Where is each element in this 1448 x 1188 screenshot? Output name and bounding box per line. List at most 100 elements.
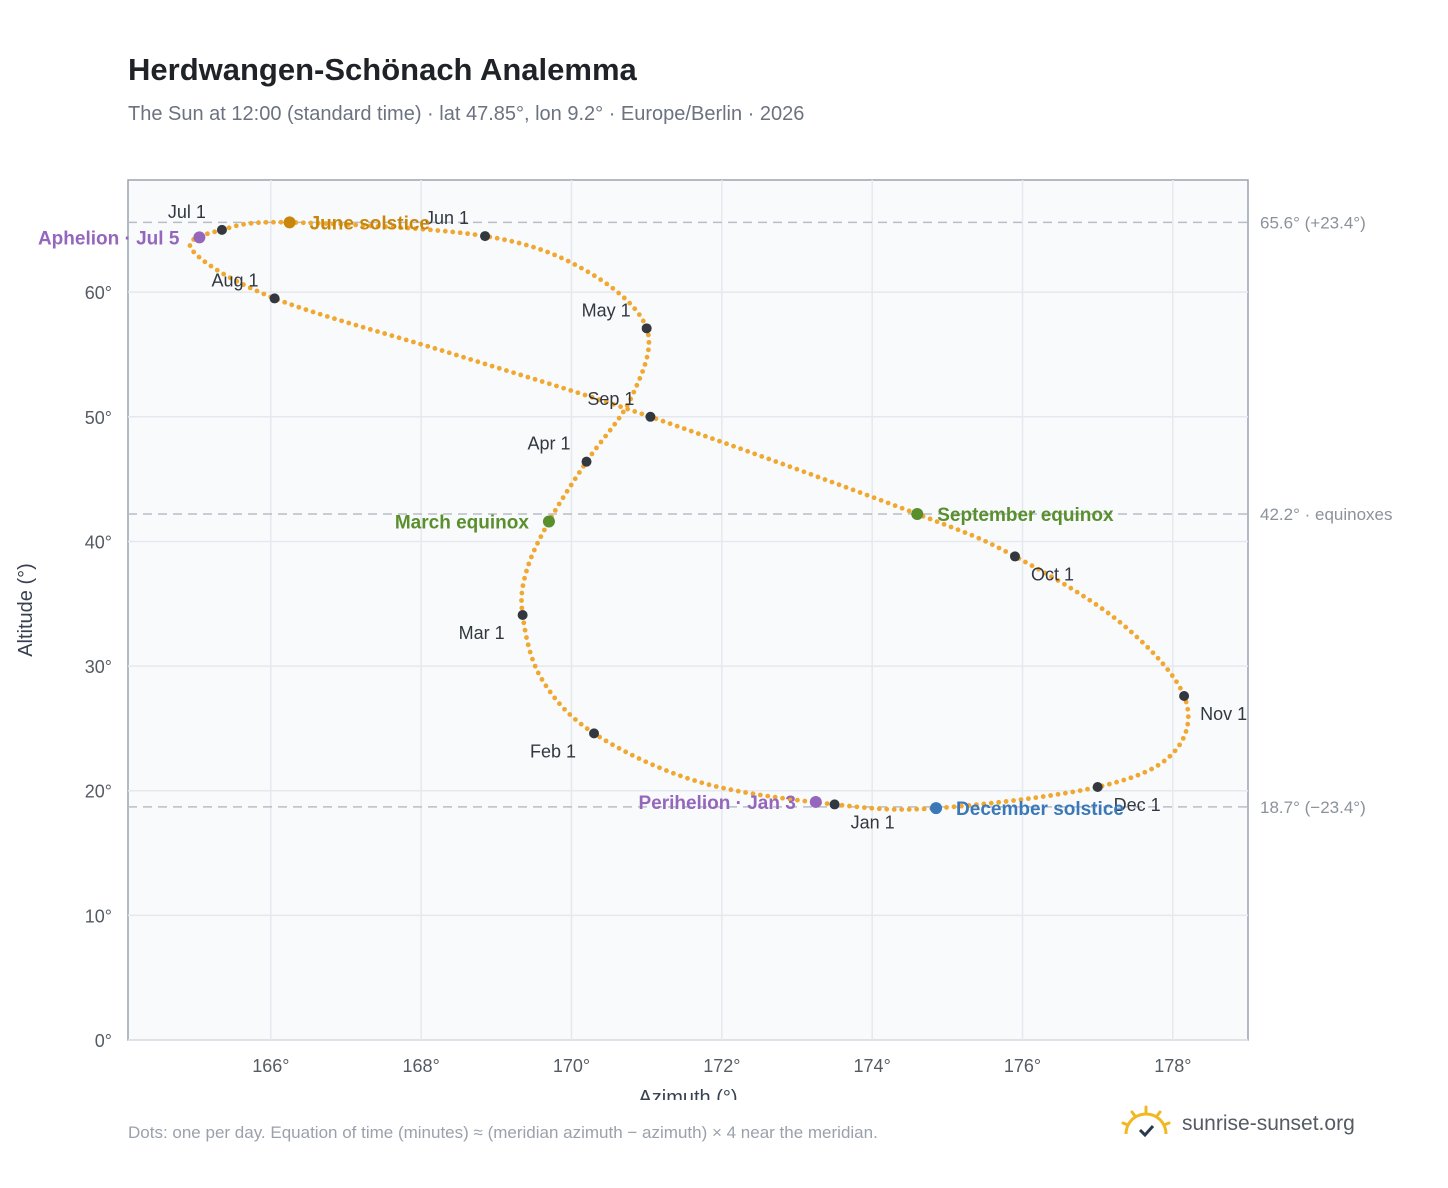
daily-dot [743, 790, 748, 795]
daily-dot [721, 785, 726, 791]
daily-dot [572, 262, 578, 267]
daily-dot [1003, 549, 1009, 554]
daily-dot [710, 436, 715, 442]
daily-dot [303, 307, 309, 313]
daily-dot [625, 406, 631, 412]
daily-dot [996, 799, 1002, 805]
daily-dot [546, 381, 552, 387]
month-label: Jan 1 [851, 812, 895, 832]
daily-dot [644, 354, 650, 360]
daily-dot [557, 701, 562, 707]
daily-dot [948, 524, 954, 530]
daily-dot [685, 775, 690, 781]
daily-dot [983, 538, 988, 544]
daily-dot [1172, 748, 1178, 754]
special-point-marker [542, 515, 555, 528]
daily-dot [289, 302, 295, 308]
daily-dot [233, 223, 239, 229]
daily-dot [1077, 788, 1083, 793]
daily-dot [745, 448, 751, 454]
daily-dot [1048, 793, 1054, 798]
daily-dot [453, 352, 459, 358]
month-marker [517, 609, 528, 620]
daily-dot [1018, 797, 1024, 803]
special-point-marker [193, 231, 206, 244]
daily-dot [202, 259, 208, 265]
month-label: Nov 1 [1200, 704, 1247, 724]
reference-line-label: 18.7° (−23.4°) [1260, 798, 1366, 817]
daily-dot [643, 759, 649, 765]
daily-dot [899, 505, 905, 511]
y-tick-label: 40° [85, 532, 112, 552]
daily-dot [976, 535, 982, 541]
daily-dot [1049, 574, 1054, 580]
daily-dot [382, 331, 388, 336]
daily-dot [439, 348, 445, 353]
daily-dot [857, 490, 863, 495]
daily-dot [420, 226, 426, 232]
daily-dot [531, 244, 536, 250]
month-marker [1092, 781, 1103, 792]
daily-dot [864, 492, 870, 498]
daily-dot [632, 409, 638, 414]
y-tick-label: 10° [85, 906, 112, 926]
special-point-label: June solstice [310, 213, 430, 234]
daily-dot [780, 461, 786, 467]
daily-dot [1128, 775, 1134, 781]
daily-dot [282, 299, 288, 305]
daily-dot [519, 590, 525, 596]
daily-dot [432, 346, 438, 351]
daily-dot [413, 226, 418, 232]
daily-dot [450, 229, 456, 235]
daily-dot [565, 258, 571, 264]
special-point-marker [809, 795, 822, 808]
daily-dot [941, 521, 947, 527]
daily-dot [405, 225, 411, 231]
daily-dot [934, 519, 940, 525]
daily-dot [278, 219, 284, 225]
daily-dot [1177, 685, 1183, 691]
daily-dot [1167, 753, 1173, 759]
daily-dot [310, 309, 316, 315]
daily-dot [398, 225, 403, 230]
daily-dot [527, 649, 533, 655]
daily-dot [360, 222, 366, 228]
special-point-label: March equinox [395, 513, 530, 534]
daily-dot [794, 466, 800, 472]
daily-dot [504, 368, 509, 373]
month-label: Oct 1 [1031, 564, 1074, 584]
daily-dot [780, 795, 785, 801]
daily-dot [538, 247, 543, 252]
daily-dot [524, 568, 529, 574]
daily-dot [884, 806, 890, 812]
daily-dot [1155, 762, 1161, 768]
brand[interactable]: sunrise-sunset.org [1120, 1100, 1355, 1148]
daily-dot [847, 803, 852, 809]
daily-dot [944, 805, 949, 810]
daily-dot [1145, 644, 1151, 650]
month-marker [645, 411, 656, 422]
x-tick-label: 176° [1004, 1056, 1041, 1076]
daily-dot [597, 734, 603, 740]
daily-dot [843, 484, 849, 490]
daily-dot [906, 806, 912, 812]
y-tick-label: 30° [85, 657, 112, 677]
daily-dot [523, 242, 529, 248]
daily-dot [772, 794, 778, 800]
daily-dot [256, 220, 261, 226]
daily-dot [1177, 742, 1182, 748]
daily-dot [594, 445, 599, 451]
daily-dot [876, 806, 882, 812]
daily-dot [572, 476, 578, 482]
daily-dot [1099, 606, 1105, 612]
daily-dot [921, 806, 927, 812]
daily-dot [829, 479, 835, 485]
daily-dot [878, 497, 884, 503]
month-marker [480, 231, 491, 242]
daily-dot [552, 695, 558, 701]
daily-dot [539, 677, 545, 682]
y-tick-label: 0° [95, 1031, 112, 1051]
daily-dot [670, 770, 676, 776]
daily-dot [624, 403, 630, 408]
daily-dot [187, 243, 193, 248]
